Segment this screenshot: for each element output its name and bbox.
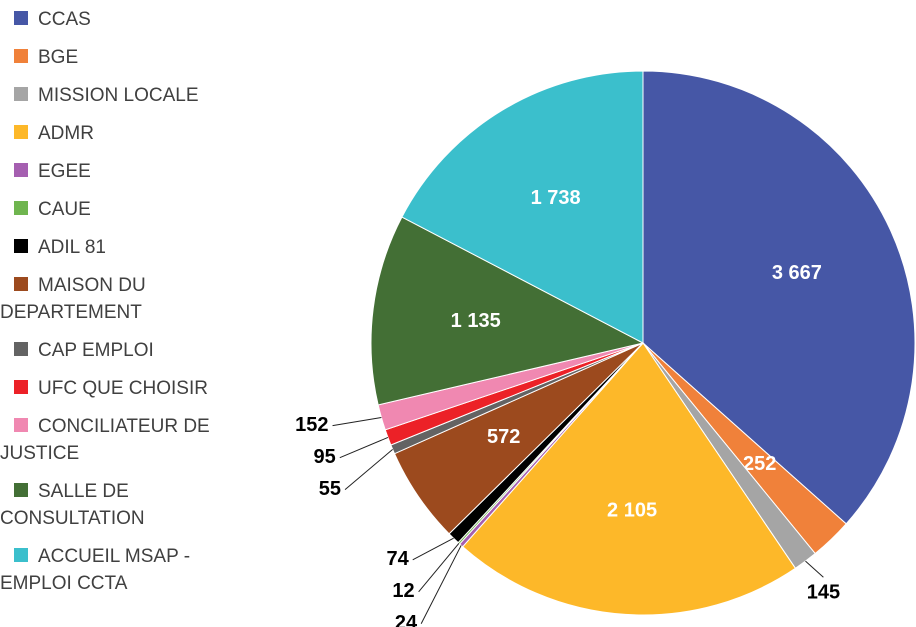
data-label: 55: [319, 478, 341, 500]
legend-item: UFC QUE CHOISIR: [0, 375, 246, 402]
data-label: 12: [392, 580, 414, 602]
data-label: 3 667: [772, 262, 822, 284]
legend-item: CCAS: [0, 6, 246, 33]
legend-label: ACCUEIL MSAP - EMPLOI CCTA: [0, 546, 191, 594]
legend-item: BGE: [0, 44, 246, 71]
data-label: 1 135: [451, 310, 501, 332]
pie-slice: [401, 70, 644, 344]
legend-item: ACCUEIL MSAP - EMPLOI CCTA: [0, 543, 246, 597]
data-label: 145: [807, 581, 840, 603]
legend-label: CONCILIATEUR DE JUSTICE: [0, 416, 210, 464]
data-label: 572: [487, 426, 520, 448]
data-label: 24: [395, 612, 418, 627]
legend-swatch: [14, 201, 28, 215]
legend-swatch: [14, 380, 28, 394]
data-label: 74: [386, 548, 409, 570]
data-label: 152: [295, 414, 328, 436]
legend-swatch: [14, 239, 28, 253]
legend-swatch: [14, 277, 28, 291]
legend-item: EGEE: [0, 158, 246, 185]
legend-swatch: [14, 483, 28, 497]
leader-line: [418, 542, 460, 593]
pie-slice: [462, 342, 797, 616]
leader-line: [339, 437, 389, 459]
data-label: 252: [743, 453, 776, 475]
legend-label: UFC QUE CHOISIR: [38, 378, 208, 399]
data-label: 2 105: [607, 500, 657, 522]
legend-label: EGEE: [38, 161, 91, 182]
legend-swatch: [14, 163, 28, 177]
legend-label: MISSION LOCALE: [38, 85, 199, 106]
legend-item: CONCILIATEUR DE JUSTICE: [0, 413, 246, 467]
legend-swatch: [14, 87, 28, 101]
legend-label: ADMR: [38, 123, 94, 144]
leader-line: [344, 448, 393, 491]
legend-label: SALLE DE CONSULTATION: [0, 481, 145, 529]
legend-swatch: [14, 342, 28, 356]
legend-swatch: [14, 125, 28, 139]
leader-line: [805, 560, 824, 578]
legend-item: SALLE DE CONSULTATION: [0, 478, 246, 532]
legend-item: ADIL 81: [0, 234, 246, 261]
legend-label: CAUE: [38, 199, 91, 220]
legend: CCAS BGE MISSION LOCALE ADMR EGEE CAUE ADIL 81…: [0, 6, 246, 608]
data-label: 95: [314, 446, 336, 468]
legend-label: ADIL 81: [38, 237, 106, 258]
leader-line: [332, 416, 382, 427]
legend-item: CAUE: [0, 196, 246, 223]
leader-line: [420, 545, 462, 624]
legend-swatch: [14, 418, 28, 432]
pie-slice: [370, 216, 645, 406]
legend-item: CAP EMPLOI: [0, 337, 246, 364]
legend-label: BGE: [38, 47, 79, 68]
leader-line: [412, 537, 454, 561]
legend-label: CAP EMPLOI: [38, 340, 154, 361]
legend-label: MAISON DU DEPARTEMENT: [0, 275, 146, 323]
legend-label: CCAS: [38, 9, 91, 30]
legend-swatch: [14, 548, 28, 562]
legend-item: MISSION LOCALE: [0, 82, 246, 109]
legend-item: MAISON DU DEPARTEMENT: [0, 272, 246, 326]
legend-item: ADMR: [0, 120, 246, 147]
legend-swatch: [14, 49, 28, 63]
pie-slice: [642, 70, 916, 525]
legend-swatch: [14, 11, 28, 25]
data-label: 1 738: [531, 187, 581, 209]
